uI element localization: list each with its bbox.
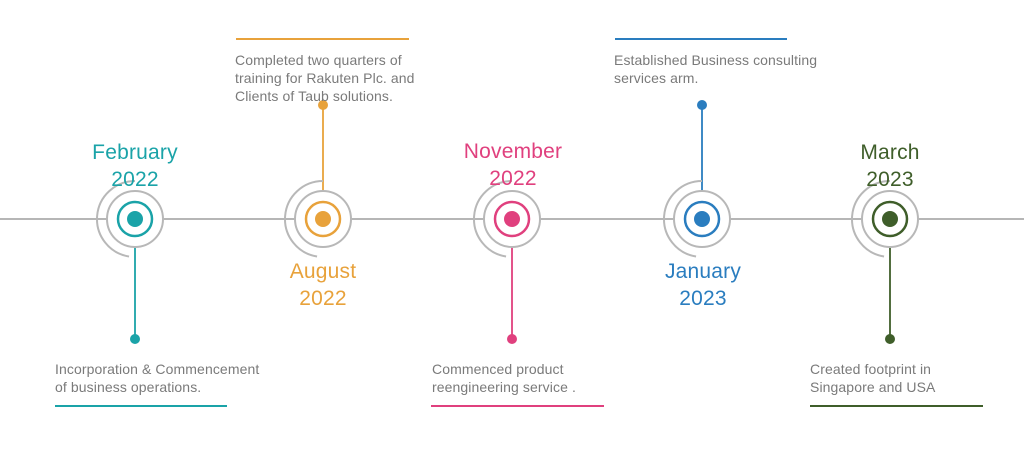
milestone-2-desc-line-2: training for Rakuten Plc. and [235,70,415,86]
milestone-3-month: November [463,140,563,163]
milestone-2-center-dot [315,211,331,227]
milestone-5-description: Created footprint in Singapore and USA [810,360,935,396]
milestone-3-desc-line-2: reengineering service . [432,379,576,395]
milestone-4-desc-line-1: Established Business consulting [614,52,818,68]
milestone-3-description: Commenced product reengineering service … [432,360,576,396]
milestone-5-year: 2023 [866,168,914,191]
milestone-1-month: February [92,141,178,164]
milestone-4-desc-line-2: services arm. [614,70,699,86]
milestone-2-desc-line-1: Completed two quarters of [235,52,402,68]
milestone-5-date: March 2023 [820,139,960,193]
milestone-2-desc-line-3: Clients of Taub solutions. [235,88,393,104]
milestone-1-desc-line-1: Incorporation & Commencement [55,361,260,377]
milestone-2-description: Completed two quarters of training for R… [235,51,415,105]
milestone-5-desc-line-1: Created footprint in [810,361,932,377]
milestone-1-year: 2022 [111,168,159,191]
milestone-1-outer-arc [96,180,136,258]
milestone-4-date: January 2023 [633,258,773,312]
milestone-5-desc-line-2: Singapore and USA [810,379,936,395]
milestone-4-outer-arc [663,180,703,258]
milestone-4-end-dot [697,100,707,110]
milestone-5-outer-arc [851,180,891,258]
milestone-1-end-dot [130,334,140,344]
milestone-5-center-dot [882,211,898,227]
milestone-2-outer-arc [284,180,324,258]
milestone-4-center-dot [694,211,710,227]
milestone-2-month: August [289,260,357,283]
milestone-2-date: August 2022 [253,258,393,312]
milestone-5-end-dot [885,334,895,344]
milestone-1-desc-line-2: of business operations. [55,379,202,395]
milestone-1-date: February 2022 [65,139,205,193]
milestone-1-center-dot [127,211,143,227]
milestone-3-outer-arc [473,180,513,258]
milestone-3-desc-line-1: Commenced product [432,361,564,377]
milestone-1-description: Incorporation & Commencement of business… [55,360,259,396]
milestone-2-year: 2022 [299,287,347,310]
milestone-3-date: November 2022 [443,138,583,192]
milestone-4-month: January [664,260,742,283]
milestone-3-end-dot [507,334,517,344]
milestone-4-description: Established Business consulting services… [614,51,817,87]
milestone-4-year: 2023 [679,287,727,310]
milestone-5-month: March [860,141,920,164]
milestone-2-end-dot [318,100,328,110]
milestone-3-year: 2022 [489,167,537,190]
milestone-3-center-dot [504,211,520,227]
